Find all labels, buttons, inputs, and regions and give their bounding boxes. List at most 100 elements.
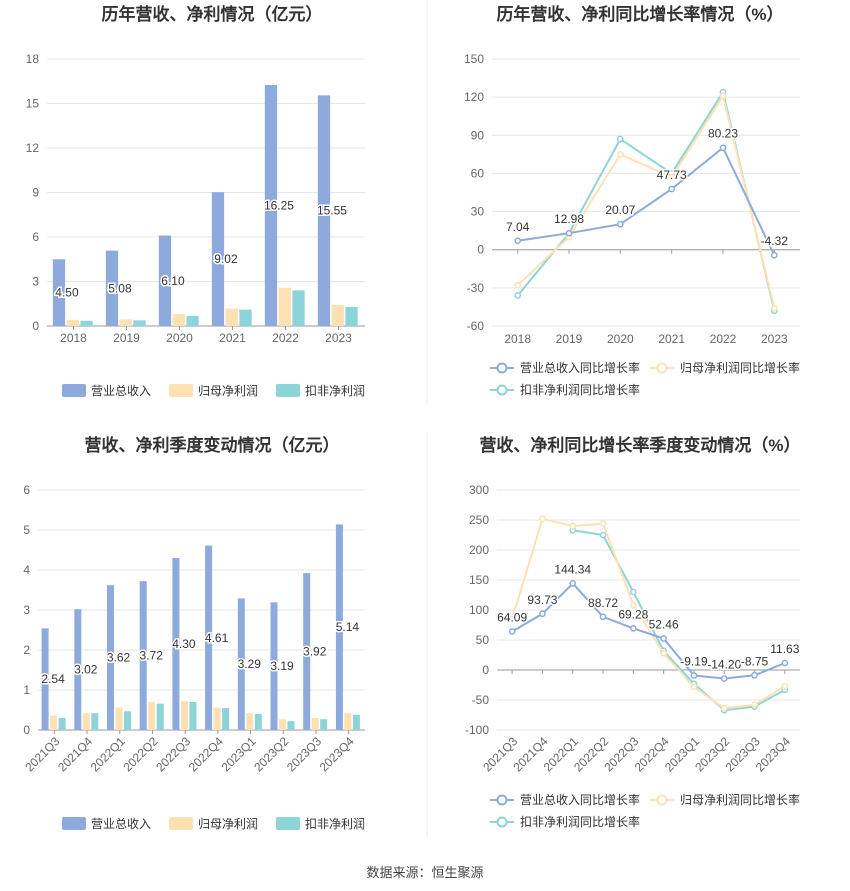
legend-label: 扣非净利润 [305,817,365,831]
bar-2 [119,319,132,326]
bar-value-label: 3.29 [238,657,262,671]
bar-3 [320,719,328,730]
bar-3 [133,320,146,326]
legend-label: 归母净利润同比增长率 [680,360,800,375]
bar-1 [264,84,278,326]
line-value-label: 88.72 [588,596,618,610]
series-point-3 [616,135,624,143]
chart-title: 营收、净利季度变动情况（亿元） [85,435,340,455]
series-point-1 [630,625,637,632]
y-tick-label: 0 [32,319,39,333]
bar-1 [106,585,114,730]
x-tick-label: 2018 [60,331,87,345]
bar-1 [105,250,119,326]
bar-1 [270,602,278,730]
legend-marker-3 [496,816,508,828]
x-tick-label: 2021 [219,331,246,345]
y-tick-label: 6 [32,230,39,244]
bar-value-label: 3.62 [107,651,131,665]
series-point-1 [751,671,758,679]
series-point-2 [719,92,727,100]
series-point-2 [569,522,577,530]
y-tick-label: 300 [469,483,489,497]
y-tick-label: 3 [32,275,39,289]
series-point-2 [770,304,778,312]
bar-2 [311,718,319,730]
x-tick-label: 2021Q4 [55,734,95,774]
series-line-1 [511,581,786,680]
y-tick-label: 5 [23,523,30,537]
y-tick-label: 90 [471,128,485,142]
legend-marker-3 [496,384,508,396]
y-tick-label: -60 [467,319,485,333]
series-point-2 [668,173,676,181]
legend: 营业总收入 归母净利润 扣非净利润 [62,384,365,398]
legend-swatch-3 [276,817,300,830]
bar-3 [91,713,99,730]
x-tick-label: 2023 [325,331,352,345]
y-tick-label: 120 [464,90,484,104]
y-tick-label: 30 [471,205,485,219]
bar-3 [292,290,305,326]
y-tick-label: 0 [477,243,484,257]
series-point-1 [770,251,778,259]
line-value-label: -9.19 [680,655,708,669]
bar-1 [172,558,180,730]
bar-value-label: 15.55 [317,204,347,218]
bar-3 [239,309,252,326]
bar-2 [82,713,90,730]
data-source: 数据来源：恒生聚源 [366,865,484,880]
series-point-2 [720,705,728,712]
bar-2 [213,707,221,730]
x-tick-label: 2022 [272,331,299,345]
x-tick-label: 2023 [761,332,788,346]
bar-3 [254,714,262,730]
legend-swatch-2 [169,817,193,830]
bar-1 [158,235,172,326]
series-point-1 [660,635,668,642]
series-point-1 [565,229,573,237]
line-value-label: 144.34 [554,562,591,576]
series-point-2 [751,701,758,709]
y-tick-label: 0 [482,663,489,677]
y-tick-label: 2 [23,643,30,657]
bar-value-label: 4.61 [205,631,229,645]
series-point-2 [660,649,668,657]
y-tick-label: 250 [469,513,489,527]
chart-quarterly-growth: 营收、净利同比增长率季度变动情况（%） -100 -50 0 50 100 150 200 25… [465,435,801,829]
series-line-2 [511,517,786,710]
series-point-1 [514,237,522,245]
x-tick-label: 2023Q1 [219,734,259,774]
line-value-label: 12.98 [554,212,584,226]
line-value-label: -4.32 [761,234,789,248]
bar-2 [172,314,185,326]
bar-3 [58,718,66,730]
bar-3 [345,307,358,326]
chart-quarterly-values: 营收、净利季度变动情况（亿元） 0 1 2 3 4 5 6 2021Q32021Q42022Q1… [22,435,365,831]
legend-swatch-1 [62,817,86,830]
bar-2 [225,308,238,326]
legend-label: 归母净利润 [198,384,258,398]
legend-marker-1 [496,362,508,374]
line-value-label: 64.09 [497,611,527,625]
series-line-1 [517,146,776,256]
y-tick-label: 100 [469,603,489,617]
bar-3 [186,315,199,326]
legend-marker-2 [656,794,668,806]
series-line-2 [517,93,776,309]
series-point-2 [630,601,637,609]
y-tick-label: 1 [23,683,30,697]
legend-swatch-2 [169,384,193,397]
y-tick-label: -50 [472,693,490,707]
series-point-2 [508,615,516,623]
series-point-2 [781,682,789,690]
line-value-label: 20.07 [605,203,635,217]
bar-value-label: 3.72 [140,649,164,663]
x-tick-label: 2023Q3 [284,734,324,774]
bar-1 [205,545,213,730]
legend-label: 营业总收入 [91,384,151,398]
bar-value-label: 2.54 [41,672,65,686]
series-line-3 [516,89,776,311]
series-point-2 [616,151,624,158]
